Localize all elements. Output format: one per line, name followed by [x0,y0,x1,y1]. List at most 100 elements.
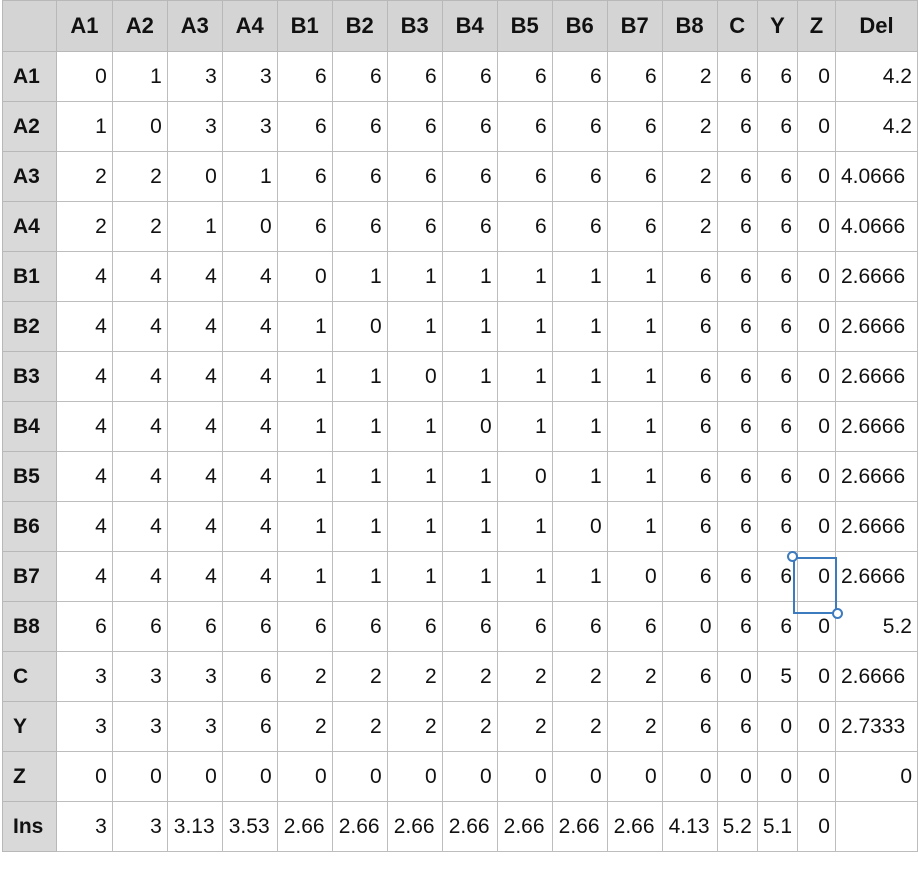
table-cell[interactable]: 1 [276,501,333,552]
table-cell[interactable]: 4 [55,551,113,602]
table-cell[interactable]: 2 [441,651,498,702]
table-cell[interactable]: 6 [496,201,553,252]
table-cell[interactable]: 0 [797,401,836,452]
table-cell[interactable]: 4 [111,501,168,552]
table-cell[interactable]: 2.6666 [834,551,918,602]
table-cell[interactable]: 1 [551,351,608,402]
table-cell[interactable]: 0 [797,751,836,802]
table-cell[interactable]: 6 [276,151,333,202]
table-cell[interactable]: 4.2 [834,51,918,102]
table-cell[interactable]: 0 [496,751,553,802]
table-cell[interactable]: 2 [551,651,608,702]
table-cell[interactable]: 2.66 [276,801,333,852]
table-cell[interactable]: 6 [441,51,498,102]
table-cell[interactable]: 6 [716,451,758,502]
table-cell[interactable]: 1 [166,201,223,252]
table-cell[interactable]: 1 [441,551,498,602]
column-header-z[interactable]: Z [797,0,836,52]
row-header-y[interactable]: Y [2,701,57,752]
table-cell[interactable]: 6 [111,601,168,652]
table-cell[interactable]: 2 [551,701,608,752]
table-cell[interactable]: 2.6666 [834,651,918,702]
table-cell[interactable]: 0 [661,751,718,802]
row-header-b2[interactable]: B2 [2,301,57,352]
table-cell[interactable]: 4 [166,501,223,552]
table-cell[interactable]: 6 [496,151,553,202]
row-header-ins[interactable]: Ins [2,801,57,852]
table-cell[interactable]: 4 [55,501,113,552]
table-cell[interactable]: 6 [551,151,608,202]
table-cell[interactable]: 2 [441,701,498,752]
row-header-a1[interactable]: A1 [2,51,57,102]
table-cell[interactable]: 6 [331,101,388,152]
table-cell[interactable]: 6 [55,601,113,652]
table-cell[interactable]: 3.13 [166,801,223,852]
table-cell[interactable]: 0 [797,351,836,402]
table-cell[interactable]: 0 [606,751,663,802]
table-cell[interactable]: 4 [166,301,223,352]
table-cell[interactable]: 6 [661,701,718,752]
row-header-a4[interactable]: A4 [2,201,57,252]
column-header-b5[interactable]: B5 [496,0,553,52]
table-cell[interactable]: 1 [551,301,608,352]
row-header-b8[interactable]: B8 [2,601,57,652]
table-cell[interactable]: 6 [331,151,388,202]
table-cell[interactable]: 4 [111,301,168,352]
table-cell[interactable]: 4 [221,501,278,552]
table-cell[interactable]: 1 [111,51,168,102]
row-header-b3[interactable]: B3 [2,351,57,402]
column-header-c[interactable]: C [716,0,758,52]
table-cell[interactable]: 6 [551,201,608,252]
table-cell[interactable]: 0 [606,551,663,602]
table-cell[interactable]: 3 [221,101,278,152]
table-cell[interactable]: 2 [111,201,168,252]
table-cell[interactable]: 3 [111,801,168,852]
table-cell[interactable]: 0 [797,651,836,702]
table-cell[interactable]: 2.6666 [834,501,918,552]
table-cell[interactable]: 4 [221,351,278,402]
table-cell[interactable]: 0 [797,51,836,102]
table-cell[interactable]: 1 [276,401,333,452]
table-cell[interactable]: 0 [496,451,553,502]
table-cell[interactable]: 2.66 [606,801,663,852]
table-cell[interactable]: 0 [441,751,498,802]
table-cell[interactable]: 6 [386,51,443,102]
table-cell[interactable]: 5 [756,651,799,702]
table-cell[interactable]: 1 [386,551,443,602]
table-cell[interactable]: 6 [756,201,799,252]
table-cell[interactable]: 0 [661,601,718,652]
table-cell[interactable]: 5.2 [834,601,918,652]
table-cell[interactable]: 1 [496,251,553,302]
table-cell[interactable]: 2 [496,701,553,752]
table-cell[interactable]: 4 [55,451,113,502]
table-cell[interactable]: 6 [166,601,223,652]
table-cell[interactable]: 6 [221,601,278,652]
table-cell[interactable]: 3 [166,51,223,102]
table-cell[interactable]: 2 [331,701,388,752]
table-cell[interactable]: 2.6666 [834,401,918,452]
table-cell[interactable]: 4 [55,401,113,452]
table-cell[interactable]: 1 [441,501,498,552]
table-cell[interactable]: 2.66 [496,801,553,852]
table-cell[interactable]: 0 [221,201,278,252]
table-cell[interactable]: 3 [55,701,113,752]
selection-handle-top-left[interactable] [787,551,798,562]
table-cell[interactable]: 1 [386,451,443,502]
table-cell[interactable]: 6 [756,251,799,302]
table-cell[interactable]: 1 [386,301,443,352]
table-cell[interactable]: 6 [661,301,718,352]
table-cell[interactable]: 0 [834,751,918,802]
table-cell[interactable]: 1 [276,351,333,402]
table-cell[interactable]: 0 [331,301,388,352]
table-cell[interactable]: 2 [331,651,388,702]
table-cell[interactable]: 6 [716,201,758,252]
table-cell[interactable]: 1 [606,351,663,402]
table-cell[interactable]: 3 [166,701,223,752]
table-cell[interactable]: 1 [331,451,388,502]
table-cell[interactable]: 0 [386,751,443,802]
table-cell[interactable]: 6 [716,251,758,302]
table-cell[interactable]: 1 [55,101,113,152]
table-cell[interactable]: 4 [166,451,223,502]
table-cell[interactable]: 6 [661,551,718,602]
column-header-y[interactable]: Y [756,0,799,52]
